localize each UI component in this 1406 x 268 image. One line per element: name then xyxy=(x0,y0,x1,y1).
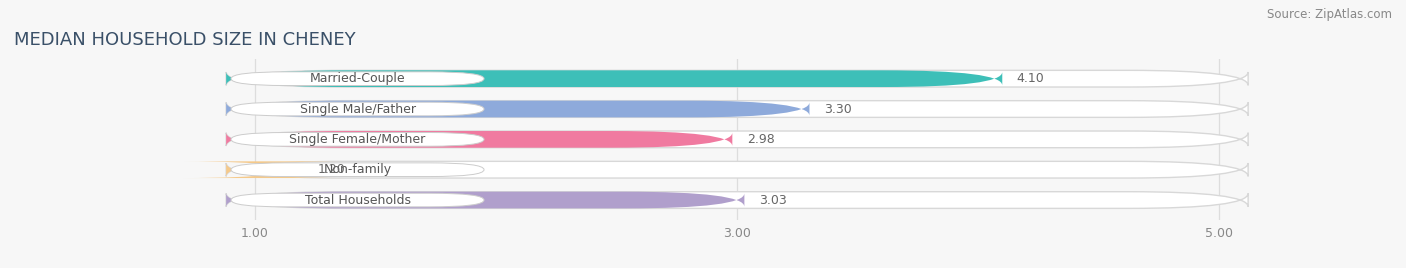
Text: Single Male/Father: Single Male/Father xyxy=(299,103,416,116)
FancyBboxPatch shape xyxy=(231,72,484,85)
FancyBboxPatch shape xyxy=(226,131,1249,148)
FancyBboxPatch shape xyxy=(226,101,810,117)
FancyBboxPatch shape xyxy=(226,101,1249,117)
Text: Single Female/Mother: Single Female/Mother xyxy=(290,133,426,146)
FancyBboxPatch shape xyxy=(226,192,744,209)
FancyBboxPatch shape xyxy=(226,161,1249,178)
Text: Married-Couple: Married-Couple xyxy=(309,72,405,85)
FancyBboxPatch shape xyxy=(231,132,484,146)
FancyBboxPatch shape xyxy=(184,161,346,178)
Text: 3.30: 3.30 xyxy=(824,103,852,116)
Text: Source: ZipAtlas.com: Source: ZipAtlas.com xyxy=(1267,8,1392,21)
FancyBboxPatch shape xyxy=(226,70,1249,87)
FancyBboxPatch shape xyxy=(231,163,484,177)
Text: MEDIAN HOUSEHOLD SIZE IN CHENEY: MEDIAN HOUSEHOLD SIZE IN CHENEY xyxy=(14,31,356,49)
FancyBboxPatch shape xyxy=(231,193,484,207)
Text: 3.03: 3.03 xyxy=(759,193,786,207)
Text: Total Households: Total Households xyxy=(305,193,411,207)
FancyBboxPatch shape xyxy=(226,70,1002,87)
Text: 1.20: 1.20 xyxy=(318,163,346,176)
FancyBboxPatch shape xyxy=(231,102,484,116)
FancyBboxPatch shape xyxy=(226,131,733,148)
Text: Non-family: Non-family xyxy=(323,163,392,176)
Text: 4.10: 4.10 xyxy=(1017,72,1045,85)
Text: 2.98: 2.98 xyxy=(747,133,775,146)
FancyBboxPatch shape xyxy=(226,192,1249,209)
